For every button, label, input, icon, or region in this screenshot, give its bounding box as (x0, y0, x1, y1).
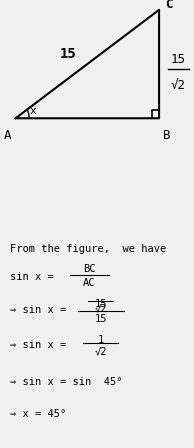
Text: x: x (30, 106, 36, 116)
Text: C: C (165, 0, 172, 12)
Text: 1: 1 (98, 335, 104, 345)
Text: 15: 15 (171, 52, 186, 66)
Text: sin x =: sin x = (10, 271, 54, 282)
Text: ⇒ sin x =: ⇒ sin x = (10, 340, 66, 350)
Text: 15: 15 (95, 314, 107, 323)
Text: From the figure,  we have: From the figure, we have (10, 244, 166, 254)
Text: B: B (163, 129, 171, 142)
Text: 15: 15 (60, 47, 76, 61)
Text: √2: √2 (95, 303, 107, 313)
Text: AC: AC (83, 278, 95, 288)
Text: A: A (4, 129, 11, 142)
Text: BC: BC (83, 264, 95, 274)
Text: ⇒ sin x =: ⇒ sin x = (10, 305, 66, 315)
Text: √2: √2 (95, 346, 107, 357)
Text: 15: 15 (95, 298, 107, 309)
Text: ⇒ x = 45°: ⇒ x = 45° (10, 409, 66, 419)
Text: √2: √2 (171, 80, 186, 93)
Text: ⇒ sin x = sin  45°: ⇒ sin x = sin 45° (10, 377, 122, 387)
